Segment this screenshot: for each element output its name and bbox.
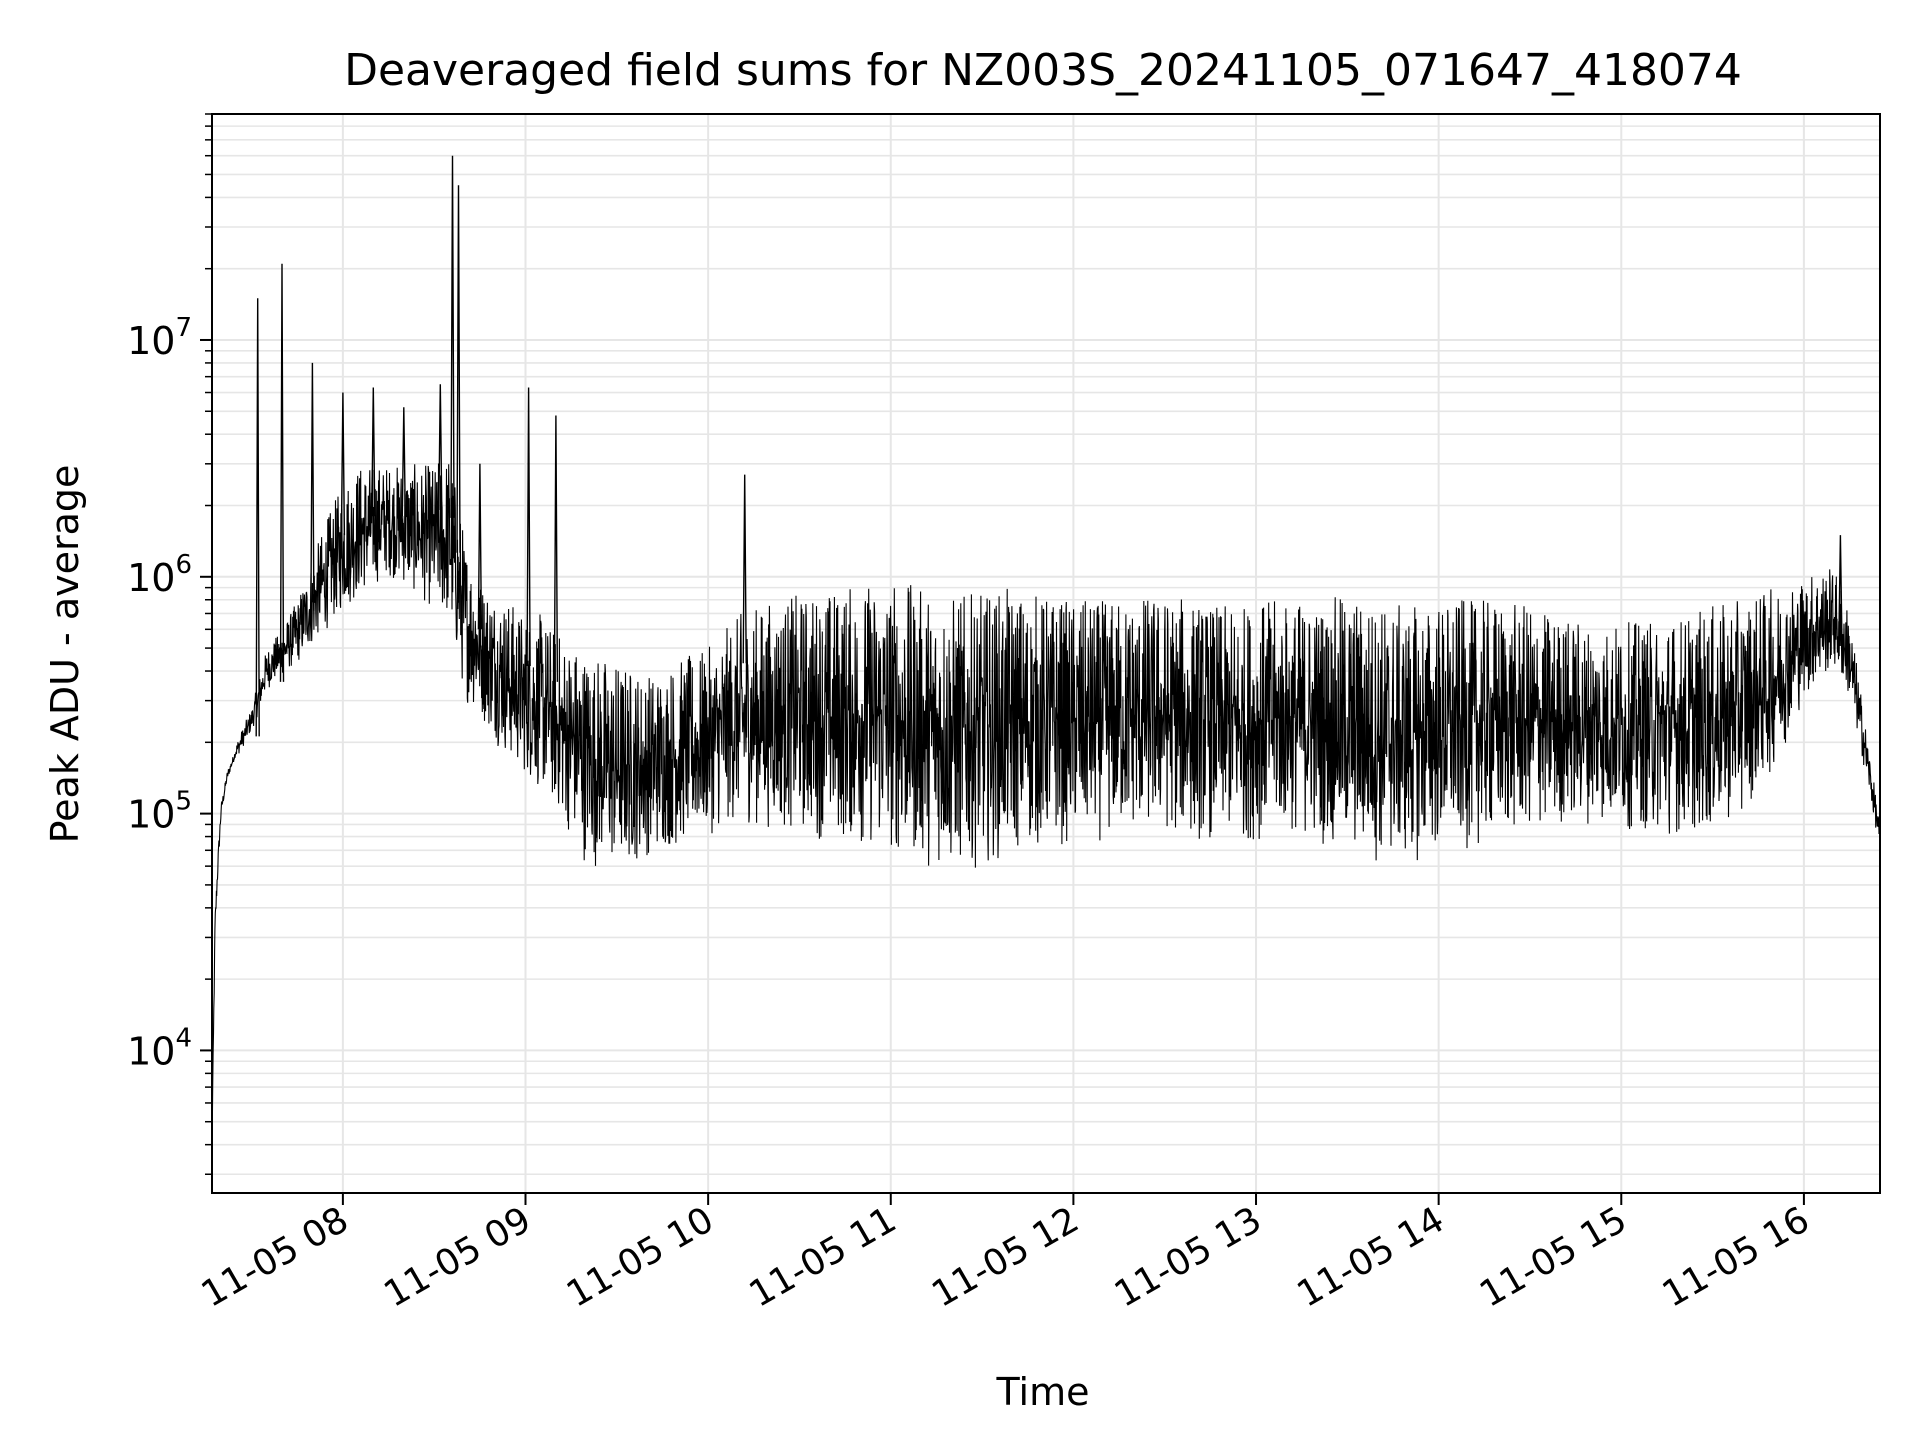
series-spike [310,362,315,611]
series-spike [438,384,443,511]
series-spike [371,387,376,517]
series-spike [742,474,747,664]
y-axis-label: Peak ADU - average [43,465,87,844]
series-spike [477,463,483,630]
y-tick-label: 104 [127,1023,192,1073]
series-spike [255,298,260,737]
series-spike [279,263,285,682]
series-spike [340,392,346,536]
chart-title: Deaveraged field sums for NZ003S_2024110… [344,45,1742,96]
y-tick-label: 106 [127,550,192,600]
series-spike [456,185,461,553]
x-axis-label: Time [996,1370,1090,1414]
y-axis-ticks: 104 105 106 107 [127,113,212,1175]
series-spike [553,415,559,682]
plot-data [211,155,1881,1138]
y-tick-label: 105 [127,787,192,837]
series-spike [526,387,531,667]
series-spike [401,407,406,517]
y-tick-label: 107 [127,313,192,363]
series-spike [450,155,455,518]
series-spike [1838,535,1843,639]
series-line [211,463,1881,1138]
plot-frame [211,113,1881,1194]
